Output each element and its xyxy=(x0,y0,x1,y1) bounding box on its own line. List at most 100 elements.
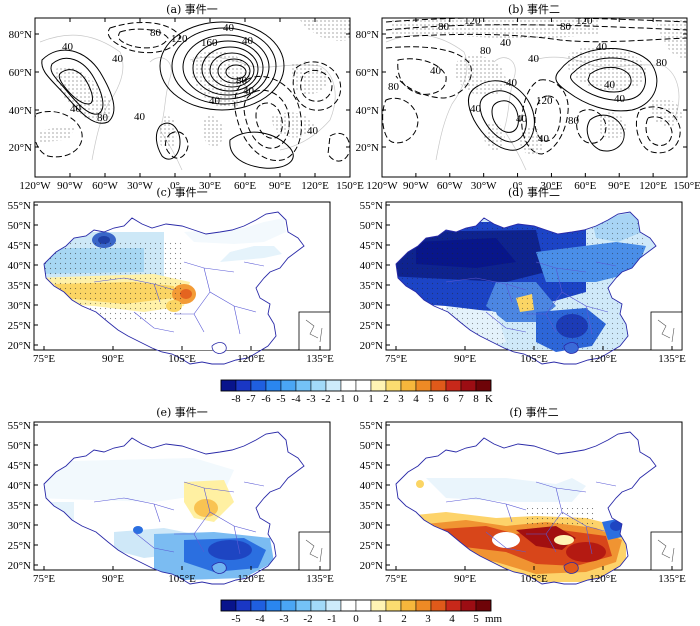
colorbar-swatch xyxy=(325,379,342,392)
colorbar-frame xyxy=(220,599,492,612)
colorbar-label: -5 xyxy=(231,613,241,625)
lat-tick-label: 50°N xyxy=(360,440,383,452)
colorbar-swatch xyxy=(475,379,492,392)
colorbar-label: -4 xyxy=(291,393,301,405)
colorbar-label: 1 xyxy=(377,613,383,625)
b-contour-label: 80 xyxy=(480,45,492,57)
panel-a-negative-contours xyxy=(35,22,350,162)
colorbar-temperature: -8 -7 -6 -5 -4 -3 -2 -1 0 1 2 3 4 5 6 7 8 K xyxy=(220,379,493,405)
lon-tick-label: 30°W xyxy=(471,180,497,192)
b-contour-label: 80 xyxy=(656,57,668,69)
lon-tick-label: 120°E xyxy=(237,573,265,585)
lat-tick-label: 55°N xyxy=(360,420,383,432)
b-contour-label: 40 xyxy=(430,65,442,77)
lon-tick-label: 75°E xyxy=(33,353,55,365)
b-contour-label: 80 xyxy=(560,21,572,33)
lat-tick-label: 45°N xyxy=(360,460,383,472)
lon-tick-label: 105°E xyxy=(168,573,196,585)
colorbar-swatch xyxy=(310,379,327,392)
lat-tick-label: 80°N xyxy=(9,29,32,41)
lat-tick-label: 55°N xyxy=(8,420,31,432)
b-contour-label: 40 xyxy=(596,41,608,53)
colorbar-swatch xyxy=(475,599,492,612)
colorbar-label: 0 xyxy=(353,613,359,625)
lon-tick-label: 90°W xyxy=(403,180,429,192)
lon-tick-label: 60°W xyxy=(437,180,463,192)
lat-tick-label: 20°N xyxy=(9,142,32,154)
colorbar-label: 2 xyxy=(401,613,407,625)
lon-tick-label: 150°E xyxy=(336,180,364,192)
lon-tick-label: 90°E xyxy=(608,180,630,192)
colorbar-label: -6 xyxy=(261,393,271,405)
lat-tick-label: 30°N xyxy=(360,520,383,532)
lat-tick-label: 35°N xyxy=(8,500,31,512)
b-contour-label: 40 xyxy=(538,133,550,145)
b-contour-label: 80 xyxy=(438,21,450,33)
b-contour-label: 40 xyxy=(470,103,482,115)
colorbar-label: -3 xyxy=(306,393,316,405)
colorbar-swatch xyxy=(265,599,282,612)
lat-tick-label: 40°N xyxy=(356,105,379,117)
colorbar-swatch xyxy=(415,599,432,612)
lon-tick-label: 120°W xyxy=(19,180,51,192)
lat-tick-label: 60°N xyxy=(356,67,379,79)
a-contour-label: 40 xyxy=(134,111,146,123)
lon-tick-label: 30°W xyxy=(127,180,153,192)
colorbar-swatch xyxy=(430,599,447,612)
lon-tick-label: 90°E xyxy=(102,573,124,585)
panel-b-positive-contours xyxy=(468,48,658,152)
panel-e: (e) 事件一 55°N50°N4 xyxy=(8,406,334,585)
colorbar-label: 6 xyxy=(443,393,449,405)
colorbar-swatch xyxy=(460,379,477,392)
colorbar-swatch xyxy=(445,599,462,612)
lon-tick-label: 105°E xyxy=(168,353,196,365)
lat-tick-label: 45°N xyxy=(8,240,31,252)
b-contour-label: 40 xyxy=(528,53,540,65)
colorbar-label: -1 xyxy=(336,393,345,405)
colorbar-label: 0 xyxy=(353,393,359,405)
lat-tick-label: 60°N xyxy=(9,67,32,79)
colorbar-swatch xyxy=(265,379,282,392)
lon-tick-label: 120°E xyxy=(301,180,329,192)
lat-tick-label: 50°N xyxy=(8,220,31,232)
colorbar-swatch xyxy=(430,379,447,392)
a-contour-label: 40 xyxy=(242,35,254,47)
colorbar-swatch xyxy=(250,599,267,612)
a-contour-label: 120 xyxy=(171,33,188,45)
panel-f-lon-ticks: 75°E 90°E 105°E 120°E 135°E xyxy=(385,566,686,585)
colorbar-label: 3 xyxy=(425,613,431,625)
lat-tick-label: 20°N xyxy=(8,340,31,352)
b-contour-label: 40 xyxy=(516,113,528,125)
colorbar-label: 8 xyxy=(473,393,479,405)
b-contour-label: 80 xyxy=(388,81,400,93)
colorbar-label: -8 xyxy=(231,393,241,405)
lat-tick-label: 40°N xyxy=(8,480,31,492)
panel-d: (d) 事件二 xyxy=(360,186,686,365)
lat-tick-label: 25°N xyxy=(360,320,383,332)
colorbar-label: -3 xyxy=(279,613,289,625)
panel-e-lat-ticks: 55°N 50°N 45°N 40°N 35°N 30°N 25°N 20°N xyxy=(8,420,38,572)
lon-tick-label: 30°E xyxy=(199,180,221,192)
panel-f-lat-ticks: 55°N 50°N 45°N 40°N 35°N 30°N 25°N 20°N xyxy=(360,420,390,572)
b-contour-label: 80 xyxy=(568,115,580,127)
lon-tick-label: 90°E xyxy=(269,180,291,192)
lat-tick-label: 55°N xyxy=(360,200,383,212)
colorbar-swatch xyxy=(220,379,237,392)
b-contour-label: 40 xyxy=(614,93,626,105)
colorbar-swatch xyxy=(280,379,297,392)
lon-tick-label: 75°E xyxy=(385,573,407,585)
a-contour-label: 40 xyxy=(70,103,82,115)
colorbar-label: 1 xyxy=(368,393,374,405)
lon-tick-label: 60°E xyxy=(234,180,256,192)
lat-tick-label: 25°N xyxy=(360,540,383,552)
lon-tick-label: 150°E xyxy=(673,180,700,192)
lat-tick-label: 40°N xyxy=(360,260,383,272)
lat-tick-label: 25°N xyxy=(8,540,31,552)
colorbar-label: -5 xyxy=(276,393,286,405)
lat-tick-label: 30°N xyxy=(8,300,31,312)
panel-a: (a) 事件一 xyxy=(9,3,364,192)
panel-b-lat-ticks: 80°N 60°N 40°N 20°N xyxy=(356,29,687,154)
panel-d-lat-ticks: 55°N 50°N 45°N 40°N 35°N 30°N 25°N 20°N xyxy=(360,200,390,352)
lon-tick-label: 135°E xyxy=(306,353,334,365)
